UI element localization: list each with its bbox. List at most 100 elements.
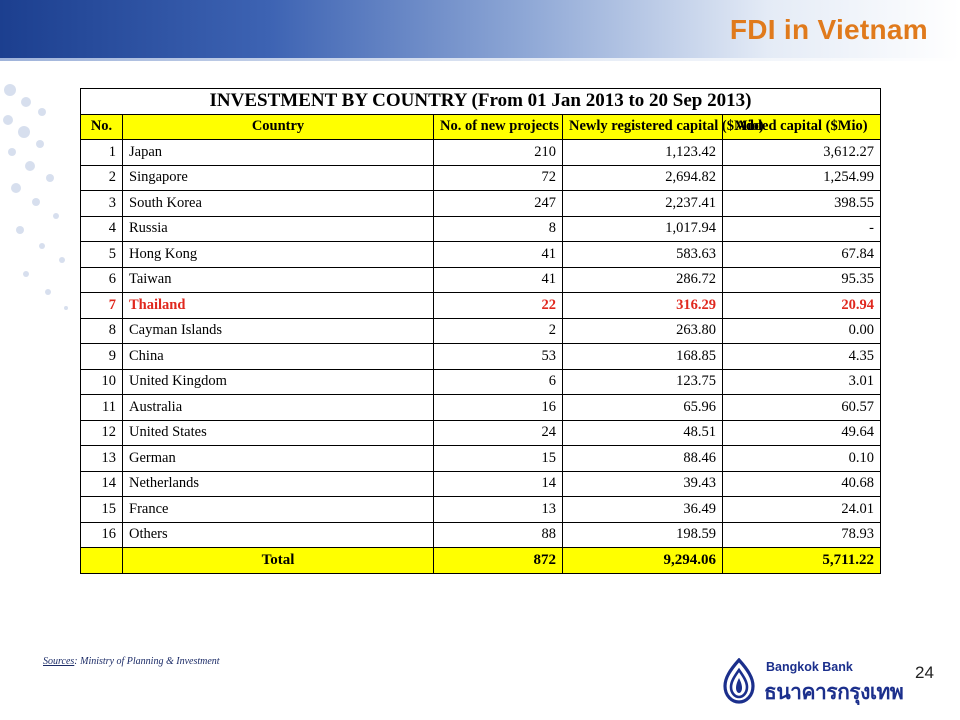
row-no-cell: 4 bbox=[80, 215, 123, 242]
bangkok-bank-lotus-icon bbox=[723, 658, 755, 704]
table-row: 15 France 13 36.49 24.01 bbox=[80, 496, 881, 523]
row-newly-registered-cell: 583.63 bbox=[562, 241, 723, 268]
row-projects-cell: 247 bbox=[433, 190, 563, 217]
table-row: 9 China 53 168.85 4.35 bbox=[80, 343, 881, 370]
row-no-cell: 6 bbox=[80, 266, 123, 293]
row-added-capital-cell: 0.00 bbox=[722, 317, 881, 344]
table-row: 16 Others 88 198.59 78.93 bbox=[80, 521, 881, 548]
header-country: Country bbox=[122, 113, 434, 140]
row-projects-cell: 41 bbox=[433, 266, 563, 293]
row-projects-cell: 16 bbox=[433, 394, 563, 421]
row-projects-cell: 210 bbox=[433, 139, 563, 166]
row-projects-cell: 72 bbox=[433, 164, 563, 191]
row-projects-cell: 41 bbox=[433, 241, 563, 268]
total-label: Total bbox=[122, 547, 434, 574]
row-country-cell: France bbox=[122, 496, 434, 523]
decorative-dots bbox=[3, 84, 68, 310]
row-country-cell: Cayman Islands bbox=[122, 317, 434, 344]
table-row: 12 United States 24 48.51 49.64 bbox=[80, 419, 881, 446]
total-row: Total 872 9,294.06 5,711.22 bbox=[80, 547, 881, 574]
row-country-cell: Australia bbox=[122, 394, 434, 421]
row-projects-cell: 88 bbox=[433, 521, 563, 548]
header-newly-registered: Newly registered capital ($Mio) bbox=[562, 113, 764, 140]
row-no-cell: 5 bbox=[80, 241, 123, 268]
total-added-capital: 5,711.22 bbox=[722, 547, 881, 574]
table-row: 2 Singapore 72 2,694.82 1,254.99 bbox=[80, 164, 881, 191]
row-newly-registered-cell: 198.59 bbox=[562, 521, 723, 548]
row-country-cell: United Kingdom bbox=[122, 368, 434, 395]
row-added-capital-cell: 0.10 bbox=[722, 445, 881, 472]
row-no-cell: 8 bbox=[80, 317, 123, 344]
row-country-cell: Singapore bbox=[122, 164, 434, 191]
row-added-capital-cell: 49.64 bbox=[722, 419, 881, 446]
row-projects-cell: 6 bbox=[433, 368, 563, 395]
header-no: No. bbox=[80, 113, 123, 140]
row-added-capital-cell: 78.93 bbox=[722, 521, 881, 548]
row-newly-registered-cell: 1,123.42 bbox=[562, 139, 723, 166]
row-added-capital-cell: 3.01 bbox=[722, 368, 881, 395]
table-body: 1 Japan 210 1,123.42 3,612.27 2 Singapore 72 2,6… bbox=[80, 139, 881, 548]
row-projects-cell: 14 bbox=[433, 470, 563, 497]
row-country-cell: China bbox=[122, 343, 434, 370]
table-row: 11 Australia 16 65.96 60.57 bbox=[80, 394, 881, 421]
row-country-cell: Russia bbox=[122, 215, 434, 242]
table-row: 8 Cayman Islands 2 263.80 0.00 bbox=[80, 317, 881, 344]
page-number: 24 bbox=[915, 663, 934, 682]
row-no-cell: 13 bbox=[80, 445, 123, 472]
row-added-capital-cell: 40.68 bbox=[722, 470, 881, 497]
row-added-capital-cell: 4.35 bbox=[722, 343, 881, 370]
row-no-cell: 14 bbox=[80, 470, 123, 497]
row-newly-registered-cell: 316.29 bbox=[562, 292, 723, 319]
row-added-capital-cell: 67.84 bbox=[722, 241, 881, 268]
header-added-capital: Added capital ($Mio) bbox=[722, 113, 881, 140]
row-newly-registered-cell: 168.85 bbox=[562, 343, 723, 370]
row-country-cell: South Korea bbox=[122, 190, 434, 217]
row-country-cell: Netherlands bbox=[122, 470, 434, 497]
row-added-capital-cell: 3,612.27 bbox=[722, 139, 881, 166]
table-row: 6 Taiwan 41 286.72 95.35 bbox=[80, 266, 881, 293]
row-newly-registered-cell: 1,017.94 bbox=[562, 215, 723, 242]
row-country-cell: Hong Kong bbox=[122, 241, 434, 268]
table-caption: INVESTMENT BY COUNTRY (From 01 Jan 2013 … bbox=[80, 88, 881, 115]
table-row: 10 United Kingdom 6 123.75 3.01 bbox=[80, 368, 881, 395]
row-no-cell: 2 bbox=[80, 164, 123, 191]
row-country-cell: Thailand bbox=[122, 292, 434, 319]
logo-name-th: ธนาคารกรุงเทพ bbox=[764, 680, 904, 704]
table-row: 5 Hong Kong 41 583.63 67.84 bbox=[80, 241, 881, 268]
investment-table: INVESTMENT BY COUNTRY (From 01 Jan 2013 … bbox=[80, 88, 881, 574]
row-newly-registered-cell: 2,237.41 bbox=[562, 190, 723, 217]
row-newly-registered-cell: 36.49 bbox=[562, 496, 723, 523]
row-no-cell: 11 bbox=[80, 394, 123, 421]
table-row: 1 Japan 210 1,123.42 3,612.27 bbox=[80, 139, 881, 166]
total-projects: 872 bbox=[433, 547, 563, 574]
header-projects: No. of new projects bbox=[433, 113, 563, 140]
row-newly-registered-cell: 88.46 bbox=[562, 445, 723, 472]
row-projects-cell: 13 bbox=[433, 496, 563, 523]
header-banner bbox=[0, 0, 960, 58]
row-no-cell: 10 bbox=[80, 368, 123, 395]
row-no-cell: 3 bbox=[80, 190, 123, 217]
row-newly-registered-cell: 2,694.82 bbox=[562, 164, 723, 191]
total-newly-registered: 9,294.06 bbox=[562, 547, 723, 574]
row-newly-registered-cell: 123.75 bbox=[562, 368, 723, 395]
row-added-capital-cell: 95.35 bbox=[722, 266, 881, 293]
row-country-cell: German bbox=[122, 445, 434, 472]
row-no-cell: 15 bbox=[80, 496, 123, 523]
sources-note: Sources: Ministry of Planning & Investme… bbox=[43, 656, 220, 667]
total-no-cell bbox=[80, 547, 123, 574]
header-banner-underline bbox=[0, 58, 960, 61]
row-no-cell: 12 bbox=[80, 419, 123, 446]
row-added-capital-cell: 24.01 bbox=[722, 496, 881, 523]
logo-name-en: Bangkok Bank bbox=[766, 660, 853, 674]
investment-table-container: INVESTMENT BY COUNTRY (From 01 Jan 2013 … bbox=[80, 88, 881, 616]
row-no-cell: 16 bbox=[80, 521, 123, 548]
row-projects-cell: 15 bbox=[433, 445, 563, 472]
row-added-capital-cell: - bbox=[722, 215, 881, 242]
row-newly-registered-cell: 263.80 bbox=[562, 317, 723, 344]
row-projects-cell: 53 bbox=[433, 343, 563, 370]
row-added-capital-cell: 20.94 bbox=[722, 292, 881, 319]
slide-title: FDI in Vietnam bbox=[729, 14, 928, 45]
row-no-cell: 7 bbox=[80, 292, 123, 319]
sources-label: Sources bbox=[43, 656, 75, 667]
row-projects-cell: 22 bbox=[433, 292, 563, 319]
